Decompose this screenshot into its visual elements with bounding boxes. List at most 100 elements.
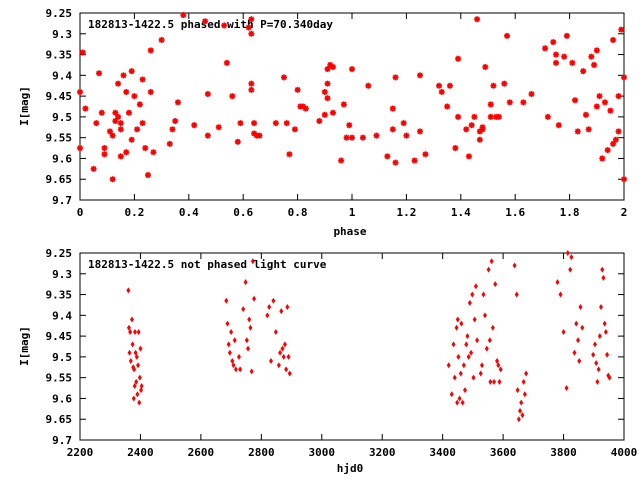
data-point (271, 297, 276, 304)
data-point (389, 126, 396, 133)
data-point (558, 291, 563, 298)
data-point (463, 387, 468, 394)
data-point (422, 151, 429, 158)
data-point (577, 358, 582, 365)
axis-ticks: 0 0.2 0.4 0.6 0.8 1 1.2 1.4 1.6 1.8 2 9.25 9.3 9.35 9.… (46, 7, 628, 219)
data-point (321, 111, 328, 118)
data-point (497, 378, 502, 385)
data-point (349, 134, 355, 141)
data-point (574, 320, 579, 327)
data-points (77, 12, 627, 183)
data-point (574, 128, 581, 135)
data-point (580, 68, 587, 75)
y-tick-label: 9.25 (46, 7, 73, 20)
data-point (324, 95, 331, 102)
data-point (191, 122, 198, 129)
y-tick-label: 9.25 (46, 247, 73, 260)
data-point (131, 93, 138, 100)
data-point (134, 126, 141, 133)
data-point (135, 391, 140, 398)
data-point (597, 333, 602, 340)
x-tick-label: 0.6 (233, 206, 253, 219)
data-point (487, 337, 492, 344)
data-point (392, 74, 399, 81)
data-point (588, 53, 595, 60)
data-point (563, 32, 570, 39)
data-point (248, 16, 255, 23)
data-point (120, 72, 127, 79)
data-point (495, 113, 502, 120)
x-tick-label: 0.8 (288, 206, 308, 219)
x-tick-label: 3400 (429, 446, 456, 459)
y-tick-label: 9.4 (52, 69, 72, 82)
data-point (365, 82, 372, 89)
data-point (166, 140, 173, 147)
data-point (515, 387, 520, 394)
data-point (276, 362, 281, 369)
data-point (604, 147, 611, 154)
data-point (596, 366, 601, 373)
data-point (596, 93, 603, 100)
data-point (528, 91, 535, 98)
data-point (128, 328, 133, 335)
x-tick-label: 3000 (309, 446, 336, 459)
data-point (115, 113, 122, 120)
x-tick-label: 3800 (550, 446, 577, 459)
x-tick-label: 3600 (490, 446, 517, 459)
x-tick-label: 3200 (369, 446, 396, 459)
x-tick-label: 2200 (67, 446, 94, 459)
data-point (501, 80, 508, 87)
data-point (561, 328, 566, 335)
data-point (555, 279, 560, 286)
data-point (123, 149, 130, 156)
data-point (128, 136, 135, 143)
data-point (248, 80, 255, 87)
data-point (488, 378, 493, 385)
data-point (101, 151, 108, 158)
x-tick-label: 0 (77, 206, 84, 219)
x-axis-label: hjd0 (337, 462, 364, 475)
data-point (226, 341, 231, 348)
y-tick-label: 9.7 (52, 194, 72, 207)
data-point (400, 120, 407, 127)
data-point (245, 24, 252, 31)
y-tick-label: 9.3 (52, 28, 72, 41)
data-point (232, 337, 237, 344)
data-point (572, 349, 577, 356)
data-point (349, 66, 355, 73)
data-point (280, 345, 285, 352)
data-point (455, 55, 462, 62)
data-point (247, 316, 252, 323)
data-point (459, 320, 464, 327)
data-point (452, 145, 459, 152)
data-point (338, 157, 345, 164)
data-point (452, 374, 457, 381)
data-point (142, 145, 149, 152)
x-tick-label: 1.2 (396, 206, 416, 219)
data-point (215, 124, 222, 131)
data-point (233, 366, 238, 373)
data-point (137, 399, 142, 406)
y-tick-label: 9.3 (52, 268, 72, 281)
data-point (132, 366, 137, 373)
data-point (77, 88, 83, 95)
data-point (553, 51, 559, 58)
data-point (389, 105, 396, 112)
data-point (93, 120, 100, 127)
data-point (592, 341, 597, 348)
data-point (251, 120, 258, 127)
chart-title: 182813-1422.5 not phased light curve (88, 258, 327, 271)
data-point (564, 385, 569, 392)
data-point (204, 132, 211, 139)
y-axis-label: I[mag] (18, 86, 31, 126)
plot-frame (79, 252, 625, 441)
data-point (281, 74, 287, 81)
data-point (618, 26, 625, 33)
data-point (610, 140, 617, 147)
data-point (134, 353, 139, 360)
data-point (138, 345, 143, 352)
data-point (283, 120, 290, 127)
data-point (238, 366, 243, 373)
data-point (469, 349, 474, 356)
